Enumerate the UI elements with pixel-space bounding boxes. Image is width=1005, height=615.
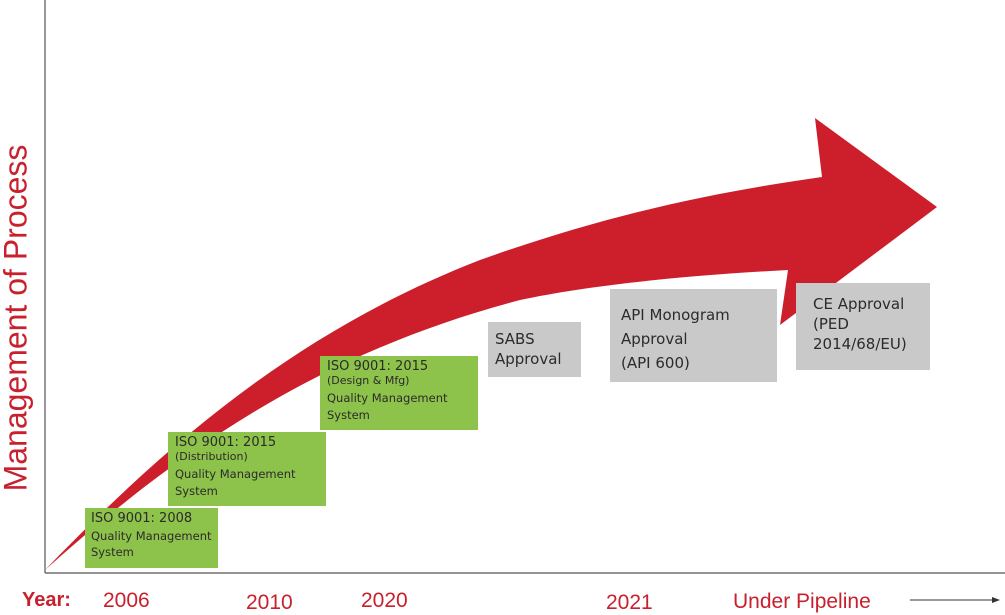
milestone-api-monogram: API Monogram Approval (API 600)	[610, 289, 777, 382]
milestone-line: 2014/68/EU)	[813, 335, 907, 353]
milestone-line: API Monogram	[621, 306, 730, 324]
milestone-line: Quality Management	[175, 467, 296, 481]
milestone-line: Approval	[495, 350, 562, 368]
year-2010: 2010	[246, 591, 293, 614]
milestone-line: CE Approval	[813, 295, 905, 313]
year-2020: 2020	[361, 589, 408, 612]
milestone-iso-2015-distribution: ISO 9001: 2015 (Distribution) Quality Ma…	[168, 432, 326, 506]
year-under-pipeline: Under Pipeline	[733, 590, 871, 613]
y-axis-label: Management of Process	[0, 144, 34, 492]
milestone-iso-2015-design: ISO 9001: 2015 (Design & Mfg) Quality Ma…	[320, 356, 478, 430]
milestone-line: (Design & Mfg)	[327, 374, 410, 387]
milestone-line: ISO 9001: 2015	[175, 435, 277, 450]
year-2006: 2006	[103, 589, 150, 612]
milestone-line: SABS	[495, 330, 535, 348]
year-2021: 2021	[606, 591, 653, 614]
milestone-line: (API 600)	[621, 354, 690, 372]
milestone-line: System	[327, 408, 370, 422]
milestone-line: System	[175, 484, 218, 498]
milestone-line: Quality Management	[91, 529, 212, 543]
pipeline-arrow-head	[992, 597, 1000, 603]
milestone-sabs: SABS Approval	[488, 322, 581, 377]
milestone-line: Quality Management	[327, 391, 448, 405]
growth-arrow	[45, 118, 937, 570]
milestone-line: ISO 9001: 2015	[327, 359, 429, 374]
milestone-iso-2008: ISO 9001: 2008 Quality Management System	[85, 508, 218, 568]
milestone-line: (Distribution)	[175, 450, 248, 463]
milestone-line: ISO 9001: 2008	[91, 511, 193, 526]
milestone-line: System	[91, 545, 134, 559]
milestone-line: (PED	[813, 315, 849, 333]
year-axis-label: Year:	[22, 589, 71, 611]
milestone-line: Approval	[621, 330, 688, 348]
milestone-ce-approval: CE Approval (PED 2014/68/EU)	[796, 283, 930, 370]
